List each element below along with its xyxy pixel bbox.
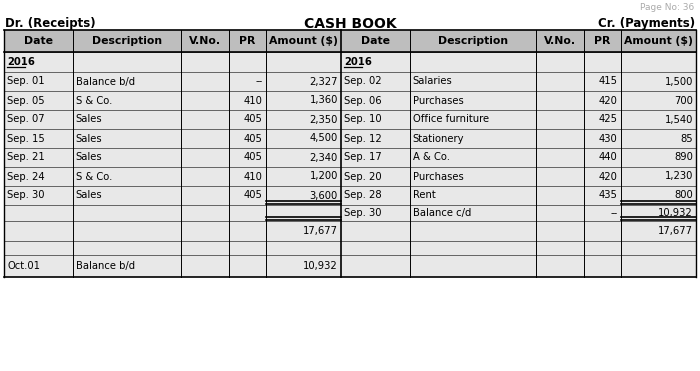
Text: S & Co.: S & Co. bbox=[76, 95, 112, 105]
Text: Salaries: Salaries bbox=[413, 76, 452, 86]
Text: 405: 405 bbox=[244, 134, 262, 144]
Text: Sep. 30: Sep. 30 bbox=[7, 190, 45, 200]
Text: Description: Description bbox=[92, 36, 162, 46]
Text: 1,540: 1,540 bbox=[664, 115, 693, 125]
Text: Sep. 10: Sep. 10 bbox=[344, 115, 382, 125]
Text: 1,230: 1,230 bbox=[664, 171, 693, 181]
Text: 700: 700 bbox=[674, 95, 693, 105]
Text: Office furniture: Office furniture bbox=[413, 115, 489, 125]
Text: 1,360: 1,360 bbox=[309, 95, 338, 105]
Text: --: -- bbox=[610, 208, 617, 218]
Text: 2,327: 2,327 bbox=[309, 76, 338, 86]
Text: Sep. 24: Sep. 24 bbox=[7, 171, 45, 181]
Text: Sep. 07: Sep. 07 bbox=[7, 115, 45, 125]
Text: Sep. 06: Sep. 06 bbox=[344, 95, 382, 105]
Text: 10,932: 10,932 bbox=[303, 261, 338, 271]
Text: Sep. 21: Sep. 21 bbox=[7, 152, 45, 162]
Text: Purchases: Purchases bbox=[413, 171, 463, 181]
Text: V.No.: V.No. bbox=[544, 36, 576, 46]
Text: 800: 800 bbox=[674, 190, 693, 200]
Text: Sep. 20: Sep. 20 bbox=[344, 171, 382, 181]
Text: Sep. 12: Sep. 12 bbox=[344, 134, 382, 144]
Text: --: -- bbox=[256, 76, 262, 86]
Text: 890: 890 bbox=[674, 152, 693, 162]
Text: Rent: Rent bbox=[413, 190, 435, 200]
Text: Sales: Sales bbox=[76, 152, 102, 162]
Bar bbox=[4, 30, 696, 277]
Text: Dr. (Receipts): Dr. (Receipts) bbox=[5, 17, 96, 30]
Text: Balance b/d: Balance b/d bbox=[76, 76, 135, 86]
Text: V.No.: V.No. bbox=[189, 36, 221, 46]
Text: CASH BOOK: CASH BOOK bbox=[304, 17, 396, 31]
Text: Description: Description bbox=[438, 36, 508, 46]
Text: Sales: Sales bbox=[76, 115, 102, 125]
Text: 440: 440 bbox=[599, 152, 617, 162]
Text: 420: 420 bbox=[599, 95, 617, 105]
Text: 405: 405 bbox=[244, 190, 262, 200]
Text: Balance c/d: Balance c/d bbox=[413, 208, 471, 218]
Text: Page No: 36: Page No: 36 bbox=[640, 3, 694, 12]
Text: 3,600: 3,600 bbox=[309, 190, 338, 200]
Text: Stationery: Stationery bbox=[413, 134, 464, 144]
Text: 2,340: 2,340 bbox=[309, 152, 338, 162]
Text: Date: Date bbox=[24, 36, 53, 46]
Text: Sales: Sales bbox=[76, 190, 102, 200]
Text: 1,200: 1,200 bbox=[309, 171, 338, 181]
Text: 85: 85 bbox=[680, 134, 693, 144]
Text: S & Co.: S & Co. bbox=[76, 171, 112, 181]
Text: Purchases: Purchases bbox=[413, 95, 463, 105]
Text: 405: 405 bbox=[244, 152, 262, 162]
Text: 17,677: 17,677 bbox=[303, 226, 338, 236]
Bar bbox=[4, 30, 696, 52]
Text: 2,350: 2,350 bbox=[309, 115, 338, 125]
Text: Sep. 15: Sep. 15 bbox=[7, 134, 45, 144]
Text: 2016: 2016 bbox=[344, 57, 372, 67]
Text: Sep. 28: Sep. 28 bbox=[344, 190, 382, 200]
Text: PR: PR bbox=[239, 36, 256, 46]
Text: 420: 420 bbox=[599, 171, 617, 181]
Text: Sep. 17: Sep. 17 bbox=[344, 152, 382, 162]
Text: 405: 405 bbox=[244, 115, 262, 125]
Text: Amount ($): Amount ($) bbox=[624, 36, 693, 46]
Text: Balance b/d: Balance b/d bbox=[76, 261, 135, 271]
Text: 410: 410 bbox=[244, 95, 262, 105]
Text: 1,500: 1,500 bbox=[664, 76, 693, 86]
Text: Sep. 30: Sep. 30 bbox=[344, 208, 382, 218]
Text: Oct.01: Oct.01 bbox=[7, 261, 40, 271]
Text: Date: Date bbox=[360, 36, 390, 46]
Text: 17,677: 17,677 bbox=[658, 226, 693, 236]
Text: Sales: Sales bbox=[76, 134, 102, 144]
Text: 410: 410 bbox=[244, 171, 262, 181]
Text: Amount ($): Amount ($) bbox=[269, 36, 337, 46]
Text: 4,500: 4,500 bbox=[309, 134, 338, 144]
Text: Sep. 02: Sep. 02 bbox=[344, 76, 382, 86]
Text: 415: 415 bbox=[598, 76, 617, 86]
Text: 430: 430 bbox=[599, 134, 617, 144]
Text: 2016: 2016 bbox=[7, 57, 35, 67]
Text: A & Co.: A & Co. bbox=[413, 152, 449, 162]
Text: 435: 435 bbox=[599, 190, 617, 200]
Text: PR: PR bbox=[594, 36, 610, 46]
Text: Cr. (Payments): Cr. (Payments) bbox=[598, 17, 695, 30]
Text: Sep. 05: Sep. 05 bbox=[7, 95, 45, 105]
Text: Sep. 01: Sep. 01 bbox=[7, 76, 45, 86]
Text: 10,932: 10,932 bbox=[658, 208, 693, 218]
Text: 425: 425 bbox=[598, 115, 617, 125]
